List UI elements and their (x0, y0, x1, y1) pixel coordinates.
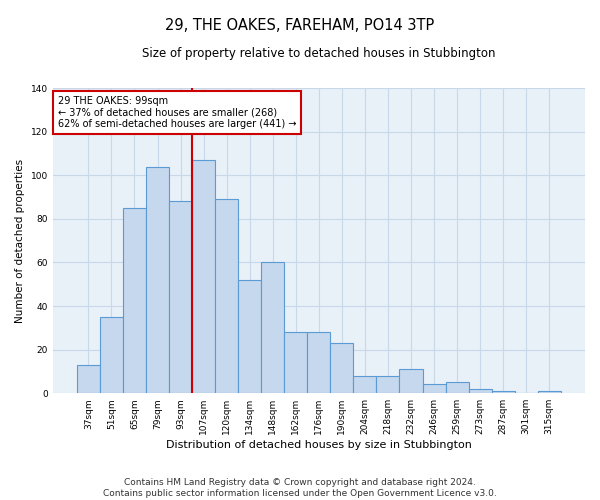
Text: 29 THE OAKES: 99sqm
← 37% of detached houses are smaller (268)
62% of semi-detac: 29 THE OAKES: 99sqm ← 37% of detached ho… (58, 96, 296, 129)
Text: Contains HM Land Registry data © Crown copyright and database right 2024.
Contai: Contains HM Land Registry data © Crown c… (103, 478, 497, 498)
Bar (307, 332, 331, 393)
Bar (376, 376, 400, 393)
Bar (192, 160, 215, 393)
Bar (261, 262, 284, 393)
Bar (146, 166, 169, 393)
Bar (491, 391, 515, 393)
Y-axis label: Number of detached properties: Number of detached properties (15, 158, 25, 322)
Bar (331, 343, 353, 393)
Bar (446, 382, 469, 393)
Bar (100, 317, 123, 393)
Bar (538, 391, 561, 393)
Bar (123, 208, 146, 393)
Bar (400, 369, 422, 393)
Text: 29, THE OAKES, FAREHAM, PO14 3TP: 29, THE OAKES, FAREHAM, PO14 3TP (166, 18, 434, 32)
Bar (469, 389, 491, 393)
Title: Size of property relative to detached houses in Stubbington: Size of property relative to detached ho… (142, 48, 496, 60)
Bar (353, 376, 376, 393)
Bar (238, 280, 261, 393)
Bar (77, 365, 100, 393)
Bar (284, 332, 307, 393)
Bar (422, 384, 446, 393)
Bar (215, 199, 238, 393)
Bar (169, 202, 192, 393)
X-axis label: Distribution of detached houses by size in Stubbington: Distribution of detached houses by size … (166, 440, 472, 450)
